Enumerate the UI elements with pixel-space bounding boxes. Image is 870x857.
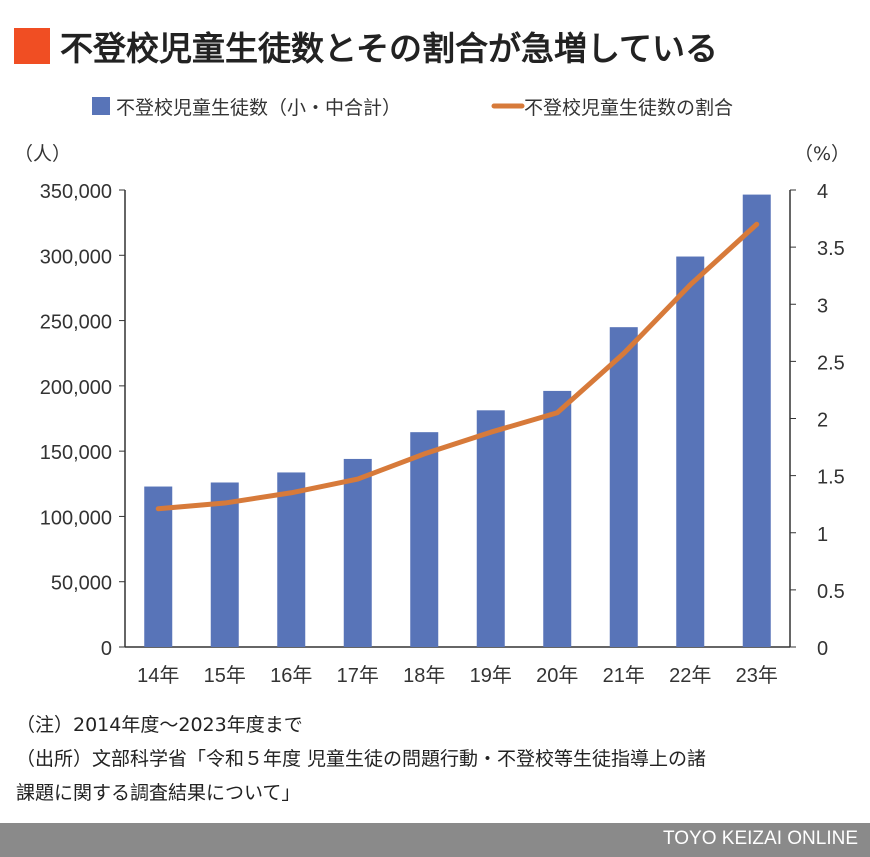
x-tick-label: 16年 — [270, 664, 312, 687]
left-tick-label: 250,000 — [40, 312, 112, 334]
right-tick-label: 1 — [817, 524, 828, 546]
note-line: （注）2014年度〜2023年度まで — [16, 714, 303, 736]
bar — [676, 256, 705, 647]
x-tick-label: 21年 — [603, 664, 645, 687]
bar — [343, 458, 372, 647]
bar — [277, 472, 306, 647]
chart: 不登校児童生徒数（小・中合計） 不登校児童生徒数の割合 （人） （%） 0 50,000 1… — [14, 97, 850, 687]
bar — [144, 486, 173, 647]
x-tick-label: 19年 — [470, 664, 512, 687]
notes: （注）2014年度〜2023年度まで （出所）文部科学省「令和５年度 児童生徒の… — [16, 708, 706, 810]
bar — [476, 410, 505, 647]
x-tick-label: 17年 — [337, 664, 379, 687]
x-tick-label: 14年 — [137, 664, 179, 687]
right-tick-label: 0 — [817, 638, 828, 660]
x-tick-label: 20年 — [536, 664, 578, 687]
left-tick-label: 100,000 — [40, 507, 112, 529]
legend-bar-swatch — [92, 97, 110, 115]
right-tick-label: 2 — [817, 410, 828, 432]
x-tick-label: 15年 — [204, 664, 246, 687]
footer-brand: TOYO KEIZAI ONLINE — [663, 828, 858, 849]
x-tick-label: 23年 — [736, 664, 778, 687]
right-tick-label: 4 — [817, 181, 828, 203]
bar — [742, 194, 771, 647]
right-axis-unit: （%） — [794, 143, 850, 165]
source-line: （出所）文部科学省「令和５年度 児童生徒の問題行動・不登校等生徒指導上の諸 — [16, 748, 707, 770]
ratio-line — [155, 221, 760, 512]
right-tick-label: 0.5 — [817, 581, 845, 603]
source-line-cont: 課題に関する調査結果について」 — [16, 782, 301, 804]
left-axis-unit: （人） — [14, 143, 71, 165]
x-tick-label: 22年 — [669, 664, 711, 687]
right-tick-label: 3.5 — [817, 238, 845, 260]
title-text: 不登校児童生徒数とその割合が急増している — [60, 29, 719, 68]
left-tick-label: 200,000 — [40, 377, 112, 399]
footer: TOYO KEIZAI ONLINE — [0, 823, 870, 857]
bar — [210, 482, 239, 647]
legend-bar-label: 不登校児童生徒数（小・中合計） — [116, 97, 401, 119]
bar — [410, 432, 439, 647]
title-marker — [14, 28, 50, 64]
right-tick-label: 3 — [817, 295, 828, 317]
left-tick-label: 300,000 — [40, 246, 112, 268]
x-tick-label: 18年 — [403, 664, 445, 687]
bar — [609, 327, 638, 647]
left-tick-label: 0 — [101, 638, 112, 660]
right-tick-label: 1.5 — [817, 467, 845, 489]
left-tick-label: 350,000 — [40, 181, 112, 203]
left-tick-label: 150,000 — [40, 442, 112, 464]
chart-title: 不登校児童生徒数とその割合が急増している — [14, 22, 718, 70]
right-tick-label: 2.5 — [817, 352, 845, 374]
bar — [543, 390, 572, 647]
legend-line-label: 不登校児童生徒数の割合 — [524, 97, 733, 119]
left-tick-label: 50,000 — [51, 573, 112, 595]
